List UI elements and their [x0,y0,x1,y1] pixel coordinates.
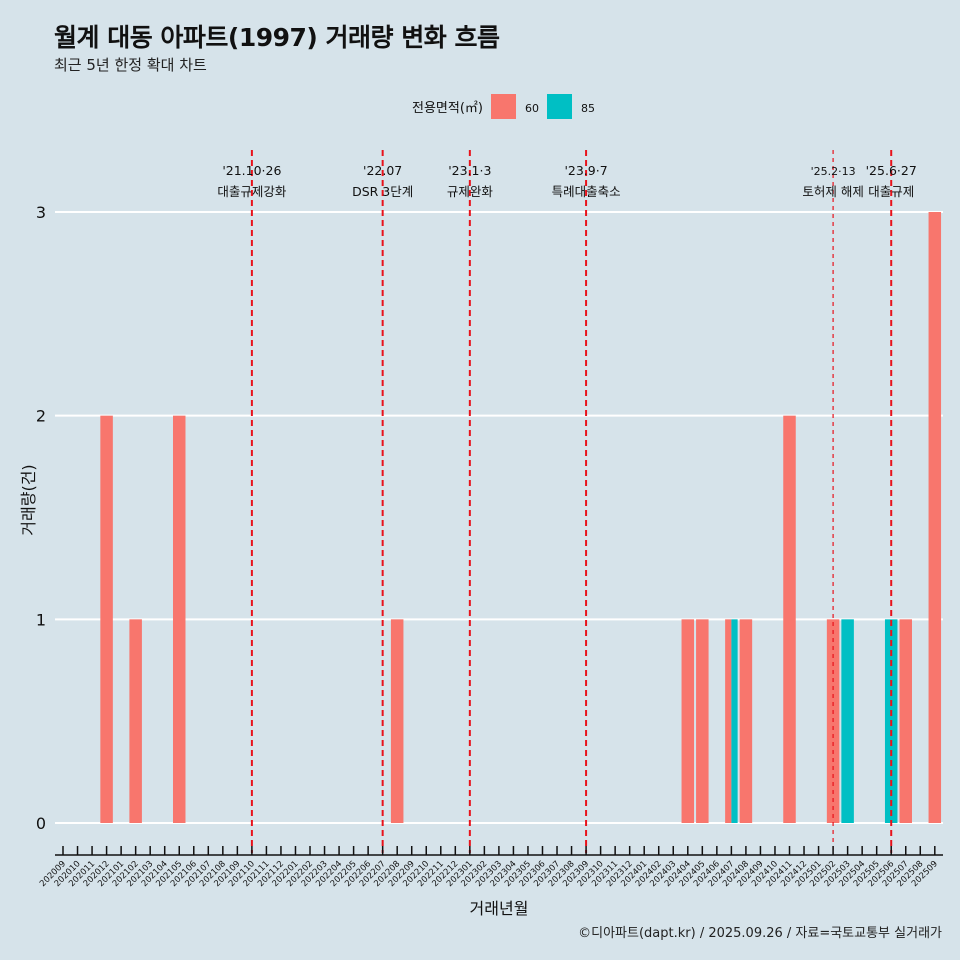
bar-202405-60 [696,619,709,823]
event-date: '23.1·3 [448,163,491,178]
y-tick-label: 1 [36,610,46,629]
y-tick-label: 2 [36,407,46,426]
legend-swatch-85 [547,94,572,119]
event-date: '21.10·26 [222,163,281,178]
event-date: '22.07 [363,163,402,178]
legend-swatch-60 [491,94,516,119]
event-label: 규제완화 [447,184,494,199]
event-label: 특례대출축소 [552,184,621,199]
y-tick-label: 0 [36,814,46,833]
caption: ©디아파트(dapt.kr) / 2025.09.26 / 자료=국토교통부 실… [578,926,942,941]
bar-202407-85 [731,619,738,823]
bar-202012-60 [100,415,113,823]
legend-label-85: 85 [581,102,595,115]
bar-202509-60 [928,212,942,823]
bar-202408-60 [739,619,753,823]
bar-202208-60 [390,619,404,823]
bar-202404-60 [681,619,695,823]
chart-subtitle: 최근 5년 한정 확대 차트 [54,56,207,74]
bar-202407-60 [725,619,732,823]
event-date: '23.9·7 [564,163,607,178]
event-label: 대출규제강화 [217,184,287,199]
event-date: '25.2·13 [811,165,856,178]
event-label: 토허제 해제 [802,184,863,199]
event-date: '25.6·27 [866,163,917,178]
chart-title: 월계 대동 아파트(1997) 거래량 변화 흐름 [54,23,500,52]
legend-label-60: 60 [525,102,539,115]
bar-202411-60 [783,415,796,823]
x-axis-title: 거래년월 [470,899,529,918]
bar-202105-60 [172,415,186,823]
bar-202503-85 [841,619,854,823]
bar-202102-60 [129,619,142,823]
bar-202507-60 [899,619,912,823]
legend-title: 전용면적(㎡) [412,101,483,116]
event-label: DSR 3단계 [352,184,413,199]
y-tick-label: 3 [36,203,46,222]
event-label: 대출규제 [868,184,914,199]
y-axis-title: 거래량(건) [19,464,38,535]
